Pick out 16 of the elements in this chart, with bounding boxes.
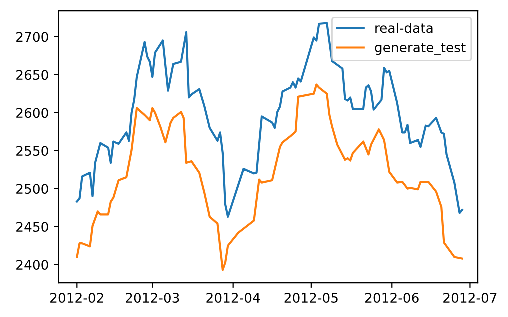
- y-tick-label: 2650: [16, 70, 48, 80]
- x-tick-label: 2012-05: [284, 293, 338, 304]
- x-tick-label: 2012-06: [366, 293, 419, 304]
- x-tick-label: 2012-07: [444, 293, 497, 304]
- x-tick-label: 2012-04: [206, 293, 260, 304]
- x-tick-label: 2012-02: [50, 293, 104, 304]
- y-tick-label: 2500: [16, 184, 48, 194]
- y-tick-label: 2550: [16, 146, 48, 156]
- y-tick-label: 2450: [16, 222, 48, 232]
- y-tick-label: 2600: [16, 108, 48, 118]
- line-series: [76, 84, 464, 272]
- y-tick-label: 2400: [16, 260, 48, 270]
- legend-label: generate_test: [375, 43, 466, 56]
- legend-label: real-data: [376, 22, 433, 34]
- x-tick-label: 2012-03: [126, 293, 180, 304]
- y-tick-label: 2700: [16, 32, 48, 42]
